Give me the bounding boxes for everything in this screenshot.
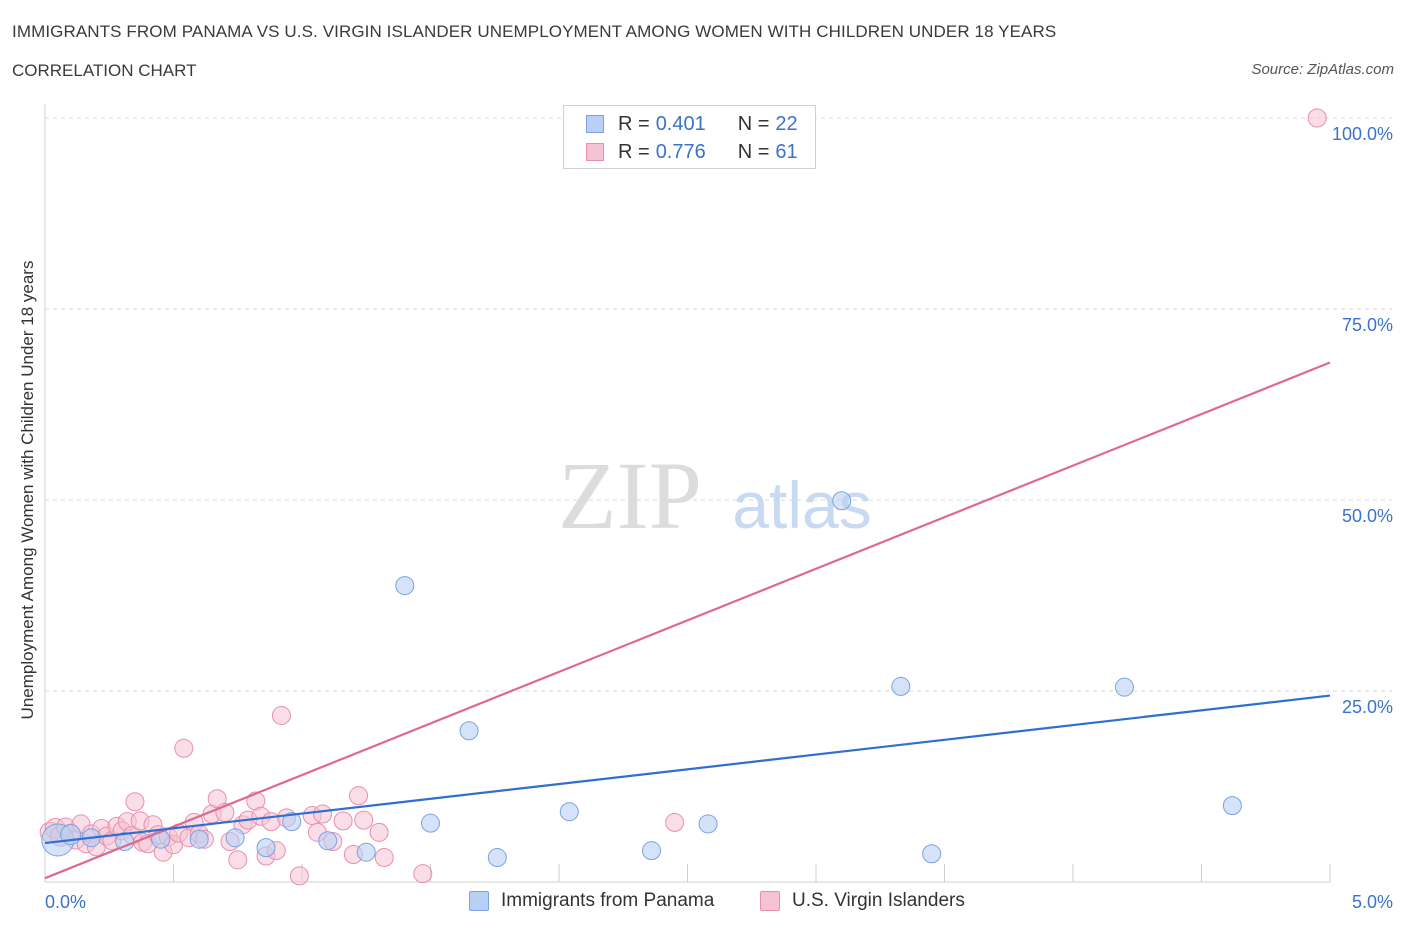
watermark-zip: ZIP [558,442,702,549]
legend-swatch-pink [586,143,604,161]
trend-lines [44,361,1331,880]
data-point-virgin-islanders [413,864,433,884]
data-point-panama [356,842,376,862]
legend-item-panama[interactable]: Immigrants from Panama [469,890,714,912]
data-point-panama [922,844,942,864]
chart-title: IMMIGRANTS FROM PANAMA VS U.S. VIRGIN IS… [12,22,1057,41]
legend-swatch-blue [469,891,489,911]
data-point-virgin-islanders [354,810,374,830]
legend-stats: R = 0.401 N = 22 R = 0.776 N = 61 [563,105,816,169]
x-tick-label-min: 0.0% [45,892,86,912]
legend-n-label: N = [737,140,770,163]
legend-row-virgin-islanders: R = 0.776 N = 61 [586,141,798,163]
data-point-panama [318,831,338,851]
legend-item-virgin-islanders[interactable]: U.S. Virgin Islanders [760,890,965,912]
data-point-panama [698,814,718,834]
data-point-panama [1114,677,1134,697]
source-credit: Source: ZipAtlas.com [1251,61,1394,78]
y-axis-label: Unemployment Among Women with Children U… [18,260,37,720]
data-point-panama [256,838,276,858]
data-point-panama [487,848,507,868]
legend-series: Immigrants from Panama U.S. Virgin Islan… [0,890,1406,916]
data-point-virgin-islanders [271,705,291,725]
data-point-panama [421,813,440,833]
legend-r-value: 0.401 [655,112,706,135]
data-point-panama [642,841,662,861]
data-point-virgin-islanders [228,850,248,870]
legend-r-label: R = [618,112,650,135]
y-tick-label: 75.0% [1342,315,1393,335]
chart-subtitle: CORRELATION CHART [12,61,197,80]
data-point-virgin-islanders [333,811,353,831]
trend-line-virgin-islanders [44,361,1331,880]
legend-r-value: 0.776 [655,140,706,163]
legend-r-label: R = [618,140,650,163]
data-point-virgin-islanders [289,866,309,886]
data-point-virgin-islanders [174,738,194,758]
data-point-panama [459,721,479,741]
x-tick-label-max: 5.0% [1352,892,1393,912]
trend-line-panama [44,694,1331,845]
data-point-panama [1222,796,1242,816]
legend-swatch-blue [586,115,604,133]
y-tick-label: 25.0% [1342,697,1393,717]
data-point-panama [395,576,415,596]
axes [44,104,1331,883]
data-point-virgin-islanders [313,804,333,824]
data-point-panama [891,676,911,696]
legend-label-virgin-islanders: U.S. Virgin Islanders [792,890,965,911]
watermark-atlas: atlas [732,468,871,542]
legend-row-panama: R = 0.401 N = 22 [586,113,798,135]
legend-swatch-pink [760,891,780,911]
legend-n-value: 61 [775,140,798,163]
data-point-virgin-islanders [349,786,369,806]
data-point-virgin-islanders [125,792,145,812]
data-point-panama [559,802,579,822]
y-tick-label: 50.0% [1342,506,1393,526]
data-point-panama [189,829,209,849]
tick-labels: 25.0% 50.0% 75.0% 100.0% 0.0% 5.0% [45,124,1393,912]
watermark: ZIP atlas [558,442,872,549]
data-point-panama [282,812,302,832]
data-point-virgin-islanders [1307,108,1327,128]
data-point-panama [832,491,852,511]
legend-label-panama: Immigrants from Panama [501,890,715,911]
grid-lines [45,117,1392,692]
y-tick-label: 100.0% [1332,124,1393,144]
data-point-virgin-islanders [374,848,394,868]
data-point-virgin-islanders [665,812,685,832]
legend-n-value: 22 [775,112,798,135]
legend-n-label: N = [737,112,770,135]
data-point-virgin-islanders [369,822,389,842]
data-point-panama [225,828,245,848]
